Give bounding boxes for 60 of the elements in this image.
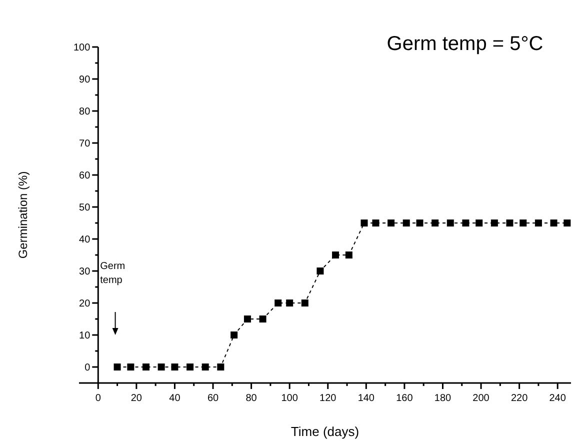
x-tick-label: 120	[320, 393, 337, 404]
point	[564, 220, 571, 226]
point	[230, 332, 238, 338]
x-tick-label: 60	[207, 393, 220, 404]
x-axis-title: Time (days)	[290, 424, 360, 439]
point	[432, 220, 439, 226]
point	[114, 364, 121, 370]
point	[360, 220, 368, 226]
point	[286, 300, 294, 306]
point	[462, 220, 470, 226]
y-tick-label: 60	[79, 170, 91, 182]
y-tick-label: 50	[79, 202, 91, 214]
point	[416, 220, 424, 226]
x-tick-label: 0	[95, 393, 102, 404]
x-tick-label: 40	[169, 393, 181, 404]
point	[301, 300, 308, 306]
y-tick-label: 70	[79, 138, 91, 150]
point	[259, 316, 266, 322]
point	[127, 364, 134, 370]
chart-title: Germ temp = 5°C	[386, 33, 544, 55]
point	[316, 268, 324, 274]
y-tick-label: 100	[73, 42, 91, 54]
x-tick-label: 20	[130, 393, 142, 404]
point	[274, 300, 282, 306]
point	[244, 316, 251, 322]
x-tick-label: 100	[281, 393, 298, 404]
point	[142, 364, 150, 370]
x-tick-label: 200	[472, 393, 490, 404]
x-tick-label: 240	[549, 393, 566, 404]
x-tick-label: 140	[358, 393, 375, 404]
point	[345, 252, 352, 258]
y-tick-label: 0	[84, 362, 91, 374]
point	[446, 220, 454, 226]
point	[476, 220, 483, 226]
y-tick-label: 20	[79, 298, 91, 310]
point	[158, 364, 165, 370]
point	[372, 220, 380, 226]
point	[402, 220, 410, 226]
point	[550, 220, 558, 226]
annotation: Germ temp	[100, 261, 126, 286]
point	[217, 364, 224, 370]
point	[388, 220, 395, 226]
x-tick-label: 220	[510, 393, 528, 404]
y-tick-label: 10	[79, 330, 91, 342]
point	[490, 220, 498, 226]
point	[520, 220, 527, 226]
y-tick-label: 30	[79, 266, 91, 278]
y-tick-label: 40	[79, 234, 91, 246]
x-tick-label: 80	[246, 393, 258, 404]
x-tick-label: 180	[434, 393, 452, 404]
point	[506, 220, 514, 226]
point	[202, 364, 209, 370]
x-tick-label: 160	[396, 393, 414, 404]
y-tick-label: 80	[79, 106, 91, 118]
point	[186, 364, 194, 370]
y-axis-title: Germination (%)	[16, 171, 30, 259]
point	[332, 252, 340, 258]
point	[534, 220, 542, 226]
y-tick-label: 90	[79, 74, 91, 86]
point	[171, 364, 178, 370]
